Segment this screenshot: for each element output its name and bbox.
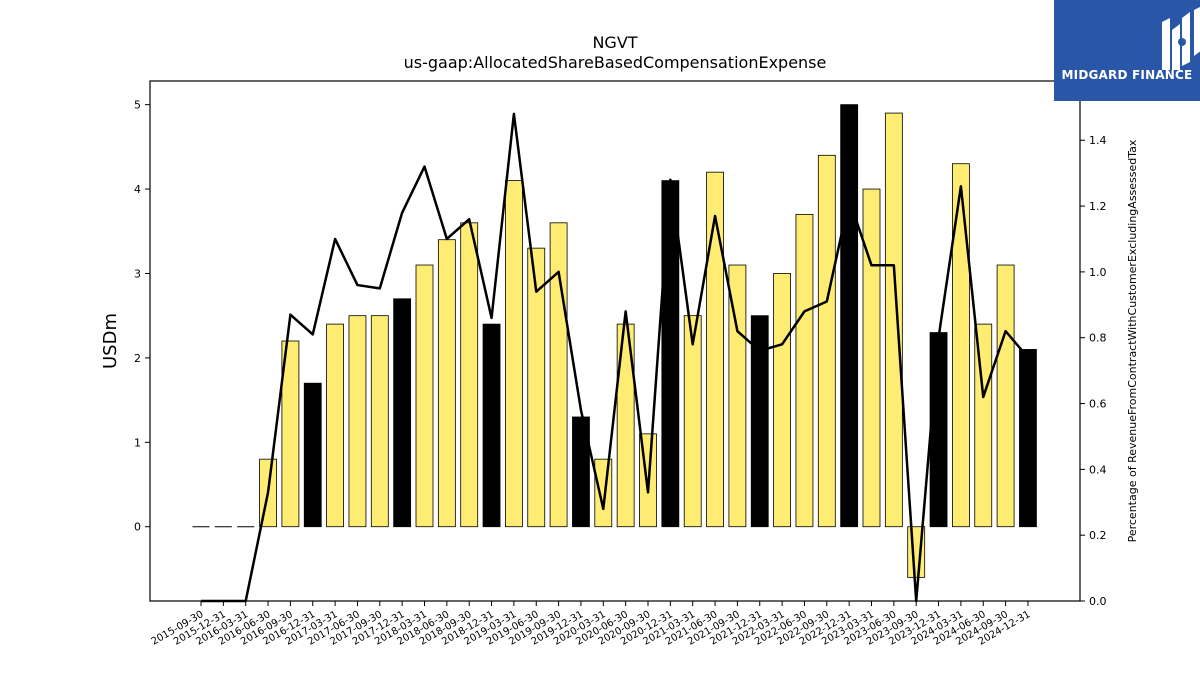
bar bbox=[504, 180, 523, 528]
bar bbox=[281, 340, 300, 528]
midgard-logo[interactable]: MIDGARD FINANCE bbox=[1054, 0, 1200, 101]
bar bbox=[393, 298, 412, 528]
bar bbox=[348, 315, 367, 528]
bar bbox=[817, 154, 836, 528]
bar bbox=[370, 315, 389, 528]
bar bbox=[974, 323, 993, 528]
y2-tick-label: 1.2 bbox=[1089, 200, 1107, 213]
y-tick-label: 4 bbox=[134, 183, 141, 196]
bar bbox=[437, 239, 456, 528]
bar bbox=[549, 222, 568, 528]
bar bbox=[594, 458, 613, 528]
bar bbox=[996, 264, 1015, 528]
bar bbox=[706, 171, 724, 528]
bar bbox=[728, 264, 747, 528]
midgard-logo-icon bbox=[1162, 7, 1200, 70]
bar bbox=[326, 323, 345, 528]
bar bbox=[1019, 349, 1037, 528]
bar bbox=[572, 416, 590, 528]
y-tick-label: 5 bbox=[134, 99, 141, 112]
bar bbox=[415, 264, 434, 528]
bar bbox=[884, 112, 903, 528]
bar bbox=[773, 273, 791, 528]
plot-frame bbox=[149, 80, 1081, 602]
y2-tick-label: 0.8 bbox=[1089, 332, 1107, 345]
y2-tick-label: 0.2 bbox=[1089, 529, 1107, 542]
bar bbox=[862, 188, 881, 528]
bar bbox=[683, 315, 702, 528]
bar bbox=[795, 213, 814, 528]
y2-tick-label: 0.0 bbox=[1089, 595, 1107, 608]
y2-tick-label: 1.0 bbox=[1089, 266, 1107, 279]
bar bbox=[840, 104, 859, 528]
bar bbox=[460, 222, 479, 528]
y-tick-label: 1 bbox=[134, 436, 141, 449]
chart-subtitle: us-gaap:AllocatedShareBasedCompensationE… bbox=[403, 53, 827, 72]
y2-tick-label: 0.6 bbox=[1089, 398, 1107, 411]
y-tick-label: 0 bbox=[134, 521, 141, 534]
line-series bbox=[201, 112, 1029, 603]
bar bbox=[616, 323, 635, 528]
bar bbox=[527, 247, 546, 528]
bar bbox=[750, 315, 769, 528]
y-axis-label: USDm bbox=[100, 313, 121, 369]
y-tick-label: 2 bbox=[134, 352, 141, 365]
logo-text: MIDGARD FINANCE bbox=[1061, 68, 1193, 82]
y-tick-label: 3 bbox=[134, 267, 141, 280]
y2-tick-label: 1.4 bbox=[1089, 134, 1107, 147]
bar bbox=[303, 382, 322, 528]
bar bbox=[482, 323, 501, 528]
bar bbox=[929, 332, 948, 528]
y2-tick-label: 0.4 bbox=[1089, 463, 1107, 476]
y2-axis-label: Percentage of RevenueFromContractWithCus… bbox=[1126, 139, 1139, 542]
bar bbox=[952, 163, 970, 528]
chart-title: NGVT bbox=[592, 33, 638, 52]
